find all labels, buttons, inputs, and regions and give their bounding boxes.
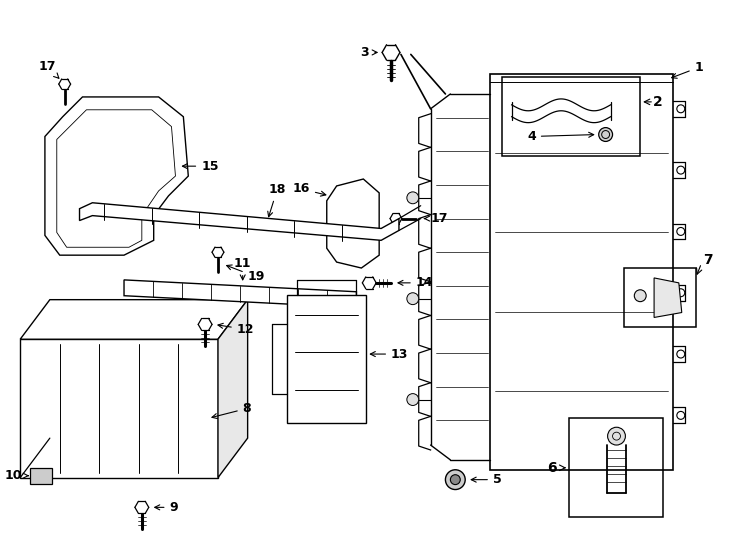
Bar (625, 268, 696, 327)
Text: 2: 2 (653, 95, 663, 109)
Text: 18: 18 (268, 183, 286, 217)
Text: 7: 7 (703, 253, 713, 267)
Polygon shape (327, 179, 379, 268)
Circle shape (407, 394, 418, 406)
Bar (30, 468, 52, 484)
Circle shape (677, 411, 685, 420)
Text: 9: 9 (155, 501, 178, 514)
Polygon shape (654, 278, 682, 318)
Circle shape (407, 293, 418, 305)
Text: 19: 19 (227, 265, 265, 284)
Circle shape (608, 427, 625, 445)
Text: 15: 15 (183, 160, 219, 173)
Text: 6: 6 (548, 461, 557, 475)
Bar (490, 74, 673, 470)
Circle shape (599, 127, 613, 141)
Text: 17: 17 (38, 60, 59, 78)
Polygon shape (287, 295, 366, 423)
Text: 14: 14 (398, 276, 433, 289)
Polygon shape (218, 300, 247, 478)
Circle shape (407, 192, 418, 204)
Circle shape (677, 350, 685, 358)
Text: 8: 8 (212, 402, 251, 418)
Text: 10: 10 (4, 469, 28, 482)
Polygon shape (79, 202, 399, 240)
Polygon shape (45, 97, 189, 255)
Circle shape (677, 289, 685, 296)
Text: 1: 1 (672, 61, 703, 78)
Circle shape (677, 227, 685, 235)
Bar (569, 418, 663, 517)
Bar (502, 77, 640, 156)
Circle shape (677, 166, 685, 174)
Text: 16: 16 (293, 183, 326, 196)
Circle shape (677, 105, 685, 113)
Text: 5: 5 (471, 473, 501, 486)
Text: 3: 3 (360, 46, 377, 59)
Circle shape (634, 290, 646, 302)
Circle shape (446, 470, 465, 490)
Text: 4: 4 (527, 130, 594, 143)
Text: 12: 12 (218, 323, 254, 336)
Polygon shape (124, 280, 357, 308)
Polygon shape (57, 110, 175, 247)
Circle shape (451, 475, 460, 484)
Polygon shape (21, 339, 218, 478)
Text: 13: 13 (371, 348, 408, 361)
Text: 11: 11 (234, 257, 252, 280)
Text: 17: 17 (424, 212, 448, 225)
Polygon shape (21, 300, 247, 339)
